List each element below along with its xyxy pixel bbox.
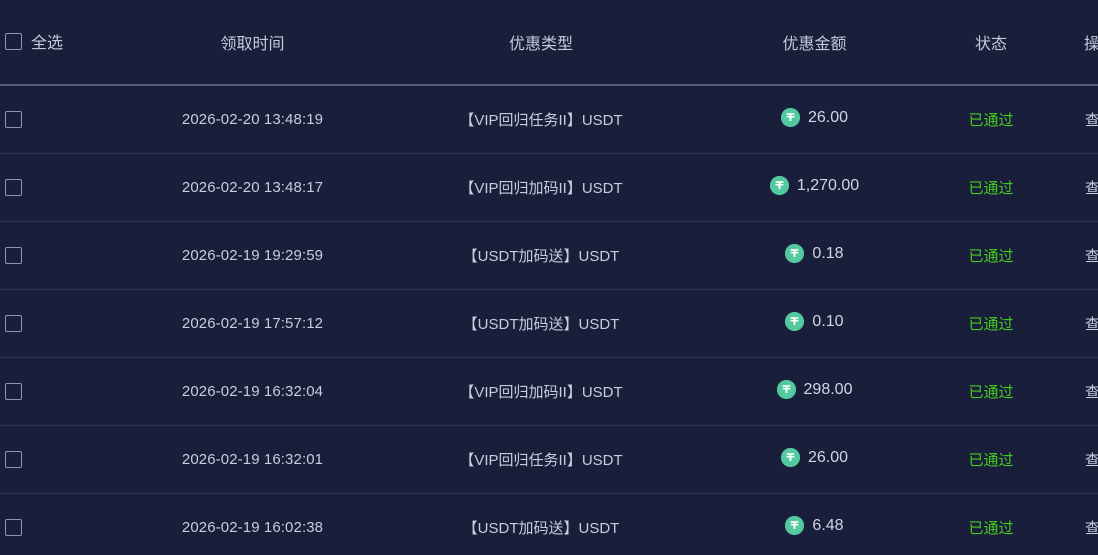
cell-time: 2026-02-19 19:29:59 <box>120 221 385 290</box>
column-header-action: 操作 <box>1050 0 1098 85</box>
table-row[interactable]: 2026-02-20 13:48:19 【VIP回归任务II】USDT 26.00 已… <box>0 85 1098 154</box>
select-all-label: 全选 <box>31 35 64 53</box>
column-header-type: 优惠类型 <box>385 0 697 85</box>
status-badge: 已通过 <box>968 384 1014 401</box>
cell-action[interactable]: 查看 <box>1050 85 1098 154</box>
amount-value: 6.48 <box>812 516 844 534</box>
cell-action[interactable]: 查看 <box>1050 357 1098 426</box>
row-select-cell[interactable] <box>0 153 120 222</box>
view-detail-link[interactable]: 查看 <box>1084 180 1098 197</box>
table-row[interactable]: 2026-02-19 16:32:01 【VIP回归任务II】USDT 26.00 已… <box>0 425 1098 494</box>
checkbox-icon[interactable] <box>5 383 22 401</box>
view-detail-link[interactable]: 查看 <box>1084 112 1098 129</box>
checkbox-icon[interactable] <box>5 451 22 469</box>
cell-amount: 298.00 <box>697 357 932 426</box>
table-row[interactable]: 2026-02-19 16:32:04 【VIP回归加码II】USDT 298.00… <box>0 357 1098 426</box>
view-detail-link[interactable]: 查看 <box>1084 520 1098 537</box>
cell-status: 已通过 <box>932 153 1050 222</box>
cell-time: 2026-02-19 17:57:12 <box>120 289 385 358</box>
amount-value: 298.00 <box>803 380 853 398</box>
cell-amount: 1,270.00 <box>697 153 932 222</box>
column-header-time: 领取时间 <box>120 0 385 85</box>
table-row[interactable]: 2026-02-19 17:57:12 【USDT加码送】USDT 0.10 已通过 查… <box>0 289 1098 358</box>
usdt-icon <box>776 380 796 399</box>
checkbox-icon[interactable] <box>5 247 22 265</box>
column-header-select-all: 全选 <box>0 0 120 85</box>
cell-status: 已通过 <box>932 289 1050 358</box>
checkbox-icon[interactable] <box>5 111 22 129</box>
status-badge: 已通过 <box>968 112 1014 129</box>
cell-time: 2026-02-20 13:48:19 <box>120 85 385 154</box>
cell-amount: 26.00 <box>697 425 932 494</box>
table-row[interactable]: 2026-02-19 16:02:38 【USDT加码送】USDT 6.48 已通过 查… <box>0 493 1098 555</box>
amount-value: 26.00 <box>807 108 849 126</box>
amount-value: 26.00 <box>807 448 849 466</box>
status-badge: 已通过 <box>968 520 1014 537</box>
table-body: 2026-02-20 13:48:19 【VIP回归任务II】USDT 26.00 已… <box>0 85 1098 555</box>
checkbox-icon[interactable] <box>5 315 22 333</box>
cell-action[interactable]: 查看 <box>1050 221 1098 290</box>
cell-status: 已通过 <box>932 221 1050 290</box>
row-select-cell[interactable] <box>0 289 120 358</box>
cell-status: 已通过 <box>932 493 1050 555</box>
status-badge: 已通过 <box>968 180 1014 197</box>
checkbox-icon[interactable] <box>5 519 22 537</box>
cell-time: 2026-02-19 16:32:01 <box>120 425 385 494</box>
cell-action[interactable]: 查看 <box>1050 493 1098 555</box>
row-select-cell[interactable] <box>0 357 120 426</box>
cell-promo-type: 【VIP回归加码II】USDT <box>385 153 697 222</box>
cell-amount: 6.48 <box>697 493 932 555</box>
cell-status: 已通过 <box>932 357 1050 426</box>
status-badge: 已通过 <box>968 452 1014 469</box>
table-header-row: 全选 领取时间 优惠类型 优惠金额 状态 操作 <box>0 0 1098 85</box>
cell-promo-type: 【VIP回归任务II】USDT <box>385 425 697 494</box>
status-badge: 已通过 <box>968 316 1014 333</box>
cell-amount: 0.10 <box>697 289 932 358</box>
select-all-control[interactable]: 全选 <box>5 29 63 53</box>
checkbox-icon[interactable] <box>5 179 22 197</box>
cell-promo-type: 【VIP回归加码II】USDT <box>385 357 697 426</box>
cell-action[interactable]: 查看 <box>1050 289 1098 358</box>
view-detail-link[interactable]: 查看 <box>1084 316 1098 333</box>
cell-amount: 26.00 <box>697 85 932 154</box>
cell-promo-type: 【USDT加码送】USDT <box>385 289 697 358</box>
cell-amount: 0.18 <box>697 221 932 290</box>
amount-value: 0.10 <box>812 312 844 330</box>
usdt-icon <box>785 312 805 331</box>
usdt-icon <box>785 244 805 263</box>
row-select-cell[interactable] <box>0 221 120 290</box>
cell-action[interactable]: 查看 <box>1050 153 1098 222</box>
column-header-status: 状态 <box>932 0 1050 85</box>
row-select-cell[interactable] <box>0 85 120 154</box>
column-header-amount: 优惠金额 <box>697 0 932 85</box>
usdt-icon <box>785 516 805 535</box>
cell-status: 已通过 <box>932 85 1050 154</box>
cell-time: 2026-02-19 16:32:04 <box>120 357 385 426</box>
usdt-icon <box>769 176 789 195</box>
view-detail-link[interactable]: 查看 <box>1084 248 1098 265</box>
view-detail-link[interactable]: 查看 <box>1084 384 1098 401</box>
cell-action[interactable]: 查看 <box>1050 425 1098 494</box>
table-row[interactable]: 2026-02-19 19:29:59 【USDT加码送】USDT 0.18 已通过 查… <box>0 221 1098 290</box>
cell-time: 2026-02-20 13:48:17 <box>120 153 385 222</box>
checkbox-icon[interactable] <box>5 32 22 50</box>
table-header: 全选 领取时间 优惠类型 优惠金额 状态 操作 <box>0 0 1098 85</box>
row-select-cell[interactable] <box>0 493 120 555</box>
cell-promo-type: 【USDT加码送】USDT <box>385 221 697 290</box>
amount-value: 1,270.00 <box>796 176 860 194</box>
row-select-cell[interactable] <box>0 425 120 494</box>
status-badge: 已通过 <box>968 248 1014 265</box>
usdt-icon <box>780 448 800 467</box>
amount-value: 0.18 <box>812 244 844 262</box>
usdt-icon <box>780 108 800 127</box>
cell-promo-type: 【VIP回归任务II】USDT <box>385 85 697 154</box>
view-detail-link[interactable]: 查看 <box>1084 452 1098 469</box>
cell-status: 已通过 <box>932 425 1050 494</box>
cell-time: 2026-02-19 16:02:38 <box>120 493 385 555</box>
table-row[interactable]: 2026-02-20 13:48:17 【VIP回归加码II】USDT 1,270.… <box>0 153 1098 222</box>
cell-promo-type: 【USDT加码送】USDT <box>385 493 697 555</box>
